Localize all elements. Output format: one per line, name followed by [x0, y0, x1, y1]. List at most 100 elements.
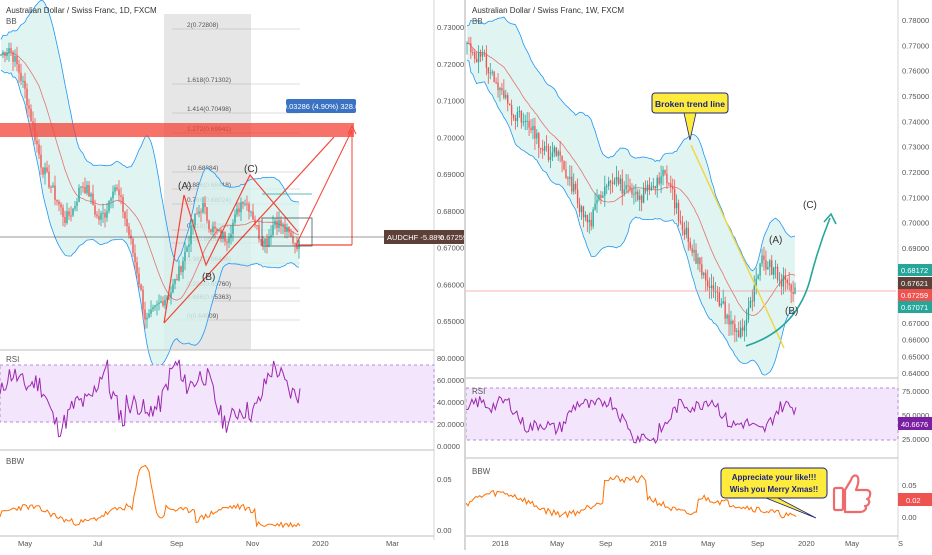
rsi-axis-label: 25.0000	[902, 435, 929, 444]
candle-body	[475, 58, 478, 63]
candle-body	[474, 52, 476, 59]
candle-body	[772, 267, 775, 275]
candle-body	[619, 178, 622, 184]
candle-body	[706, 280, 709, 287]
candle-body	[708, 286, 711, 288]
candle-body	[218, 229, 220, 231]
candle-body	[621, 178, 623, 194]
candle-body	[292, 236, 294, 243]
candle-body	[613, 180, 616, 185]
rsi-value-tag	[898, 417, 932, 430]
candle-body	[538, 133, 540, 148]
candle-body	[44, 167, 46, 175]
candle-body	[204, 203, 206, 208]
candle-body	[576, 189, 579, 204]
wave-a: (A)	[769, 235, 782, 246]
weekly-chart-svg: Australian Dollar / Swiss Franc, 1W, FXC…	[465, 0, 932, 548]
candle-body	[699, 257, 701, 265]
rsi-label: RSI	[6, 355, 19, 364]
candle-body	[248, 203, 250, 212]
candle-body	[66, 211, 68, 223]
candle-body	[100, 213, 102, 220]
candle-body	[232, 222, 234, 234]
candle-body	[272, 224, 274, 236]
candle-body	[146, 317, 148, 320]
candle-body	[790, 284, 792, 293]
candle-body	[732, 320, 734, 325]
candle-body	[110, 198, 112, 201]
candle-body	[78, 187, 80, 202]
candle-body	[730, 320, 732, 325]
resistance-zone	[0, 123, 354, 137]
bbw-axis-label: 0.00	[902, 513, 917, 522]
price-tag-bg	[898, 301, 932, 313]
candle-body	[606, 186, 608, 188]
projection-line	[163, 136, 335, 324]
candle-body	[681, 222, 684, 231]
candle-body	[72, 208, 74, 216]
candle-body	[170, 292, 172, 298]
candle-body	[522, 121, 524, 123]
candle-body	[526, 120, 528, 122]
candle-body	[592, 209, 594, 227]
callout-like-2: Wish you Merry Xmas!!	[730, 485, 818, 494]
candle-body	[545, 146, 548, 148]
candle-body	[40, 154, 42, 168]
candle-body	[250, 211, 252, 213]
rsi-band	[465, 387, 899, 441]
candle-body	[202, 203, 204, 213]
candle-body	[176, 278, 178, 281]
candle-body	[528, 120, 530, 128]
wave-c: (C)	[803, 200, 817, 211]
rsi-line	[0, 359, 301, 438]
candle-body	[198, 211, 200, 214]
candle-body	[56, 199, 58, 202]
candle-body	[226, 241, 228, 243]
candle-body	[666, 173, 668, 184]
candle-body	[489, 72, 491, 74]
candle-body	[541, 148, 544, 151]
bb-basis	[0, 52, 300, 301]
candle-body	[64, 216, 66, 223]
candle-body	[571, 176, 573, 192]
candle-body	[590, 219, 592, 227]
candle-body	[578, 203, 581, 213]
rsi-axis-label: 20.0000	[437, 420, 464, 429]
candle-body	[559, 151, 561, 156]
candle-body	[588, 219, 590, 223]
time-axis-label: Jul	[93, 539, 103, 548]
candle-body	[774, 267, 777, 269]
candle-body	[200, 211, 202, 213]
price-axis-label: 0.66000	[902, 336, 929, 345]
daily-chart-svg: 2(0.72808)1.618(0.71302)1.414(0.70498)1.…	[0, 0, 467, 548]
candle-body	[184, 251, 186, 262]
candle-body	[32, 121, 34, 125]
candle-body	[134, 252, 136, 263]
candle-body	[168, 297, 170, 299]
candle-body	[726, 314, 728, 319]
price-axis-label: 0.68000	[437, 207, 464, 216]
candle-body	[140, 284, 142, 290]
rsi-axis-label: 50.0000	[902, 411, 929, 420]
price-tag: AUDCHF -5.88%	[387, 233, 444, 242]
daily-chart-panel[interactable]: 2(0.72808)1.618(0.71302)1.414(0.70498)1.…	[0, 0, 467, 550]
candle-body	[22, 80, 24, 82]
candle-body	[234, 214, 236, 223]
candle-body	[50, 187, 52, 189]
time-axis-label: Sep	[599, 539, 612, 548]
candle-body	[158, 302, 160, 305]
candle-body	[266, 238, 268, 247]
candle-body	[84, 186, 86, 194]
candle-body	[244, 203, 246, 205]
candle-body	[114, 187, 116, 192]
candle-body	[98, 216, 100, 220]
price-axis-label: 0.75000	[902, 92, 929, 101]
candle-body	[36, 140, 38, 145]
candle-body	[132, 238, 134, 253]
candle-body	[623, 189, 625, 194]
candle-body	[58, 201, 60, 205]
weekly-chart-panel[interactable]: Australian Dollar / Swiss Franc, 1W, FXC…	[465, 0, 932, 550]
candle-body	[633, 193, 635, 195]
candle-body	[0, 54, 2, 56]
candle-body	[124, 212, 126, 219]
